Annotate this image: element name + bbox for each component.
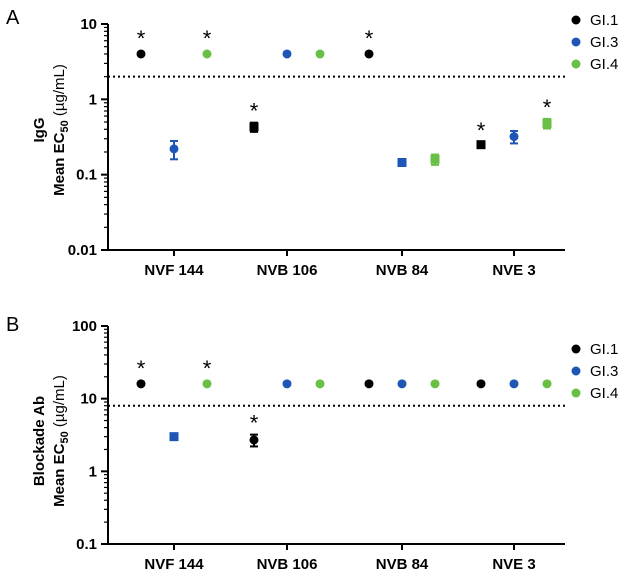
panel-a-point-square: [249, 122, 259, 132]
panel-b-significance-star: *: [137, 356, 146, 381]
panel-a-xtick-label: NVE 3: [492, 262, 535, 279]
panel-b-point: [282, 379, 292, 389]
panel-b-ylabel-unit: (µg/mL): [51, 375, 68, 431]
panel-a-ytick-label: 1: [89, 91, 97, 108]
panel-a-significance-star: *: [137, 26, 146, 51]
panel-b-xtick-label: NVB 84: [376, 556, 429, 573]
panel-a-legend-label: GI.1: [590, 12, 618, 29]
panel-b-ylabel-line2: Mean EC50 (µg/mL): [51, 375, 71, 507]
panel-b-point: [509, 379, 519, 389]
panel-a-legend-marker: [571, 59, 581, 69]
panel-b-point: [364, 379, 374, 389]
panel-b-point: [542, 379, 552, 389]
panel-b-significance-star: *: [250, 411, 259, 436]
panel-a-legend-label: GI.3: [590, 34, 618, 51]
panel-a-ylabel-main: Mean EC: [51, 132, 68, 196]
panel-b-point: [430, 379, 440, 389]
panel-b-legend-marker: [571, 344, 581, 354]
panel-a-point: [364, 49, 374, 59]
panel-b-legend-marker: [571, 388, 581, 398]
panel-a-point: [509, 132, 519, 142]
panel-a-significance-star: *: [543, 95, 552, 120]
panel-b-legend-label: GI.3: [590, 363, 618, 380]
panel-b-point-square: [169, 432, 179, 442]
panel-a-ytick-label: 10: [80, 16, 97, 33]
panel-a-point-square: [397, 158, 407, 168]
panel-a-ytick-label: 0.1: [76, 167, 97, 184]
panel-b-significance-star: *: [203, 356, 212, 381]
panel-b-point: [249, 435, 259, 445]
panel-b-xtick-label: NVB 106: [257, 556, 318, 573]
panel-b-point: [397, 379, 407, 389]
panel-a-significance-star: *: [477, 118, 486, 143]
panel-a-xtick-label: NVF 144: [144, 262, 204, 279]
panel-a-point: [315, 49, 325, 59]
panel-a-point-square: [476, 140, 486, 150]
panel-a-point: [169, 144, 179, 154]
panel-a-legend-marker: [571, 15, 581, 25]
panel-b-legend-label: GI.4: [590, 385, 618, 402]
panel-b-ytick-label: 10: [80, 391, 97, 408]
panel-b-xtick-label: NVE 3: [492, 556, 535, 573]
panel-a-ylabel-sub: 50: [59, 120, 71, 132]
panel-b-point: [476, 379, 486, 389]
panel-b-ylabel-sub: 50: [59, 431, 71, 443]
panel-a-point: [282, 49, 292, 59]
panel-a-point: [202, 49, 212, 59]
panel-a-legend-marker: [571, 37, 581, 47]
panel-b-point: [315, 379, 325, 389]
panel-a-significance-star: *: [250, 99, 259, 124]
panel-a-ytick-label: 0.01: [68, 242, 97, 259]
panel-b-ylabel-main: Mean EC: [51, 443, 68, 507]
panel-b-legend-marker: [571, 366, 581, 376]
panel-b-point: [136, 379, 146, 389]
panel-b-point: [202, 379, 212, 389]
panel-b-xtick-label: NVF 144: [144, 556, 204, 573]
panel-a-point-square: [430, 154, 440, 164]
panel-a-ylabel-line2: Mean EC50 (µg/mL): [51, 64, 71, 196]
panel-b-letter: B: [6, 314, 19, 336]
panel-a-significance-star: *: [365, 26, 374, 51]
panel-a-xtick-label: NVB 106: [257, 262, 318, 279]
panel-b-legend-label: GI.1: [590, 341, 618, 358]
panel-a-point-square: [542, 118, 552, 128]
panel-a: A IgG Mean EC50 (µg/mL) 10 1 0.1 0.01 NVF 14…: [6, 7, 618, 279]
panel-a-point: [136, 49, 146, 59]
panel-b-ytick-label: 0.1: [76, 536, 97, 553]
panel-b-ylabel-line1: Blockade Ab: [31, 396, 48, 486]
panel-a-ylabel-unit: (µg/mL): [51, 64, 68, 120]
panel-b: B Blockade Ab Mean EC50 (µg/mL) 100 10 1 0.…: [6, 314, 618, 573]
panel-a-ylabel-line1: IgG: [31, 118, 48, 143]
panel-b-ytick-label: 1: [89, 463, 97, 480]
panel-a-xtick-label: NVB 84: [376, 262, 429, 279]
panel-a-significance-star: *: [203, 26, 212, 51]
panel-b-ytick-label: 100: [72, 318, 97, 335]
panel-a-letter: A: [6, 7, 20, 29]
panel-a-legend-label: GI.4: [590, 56, 618, 73]
